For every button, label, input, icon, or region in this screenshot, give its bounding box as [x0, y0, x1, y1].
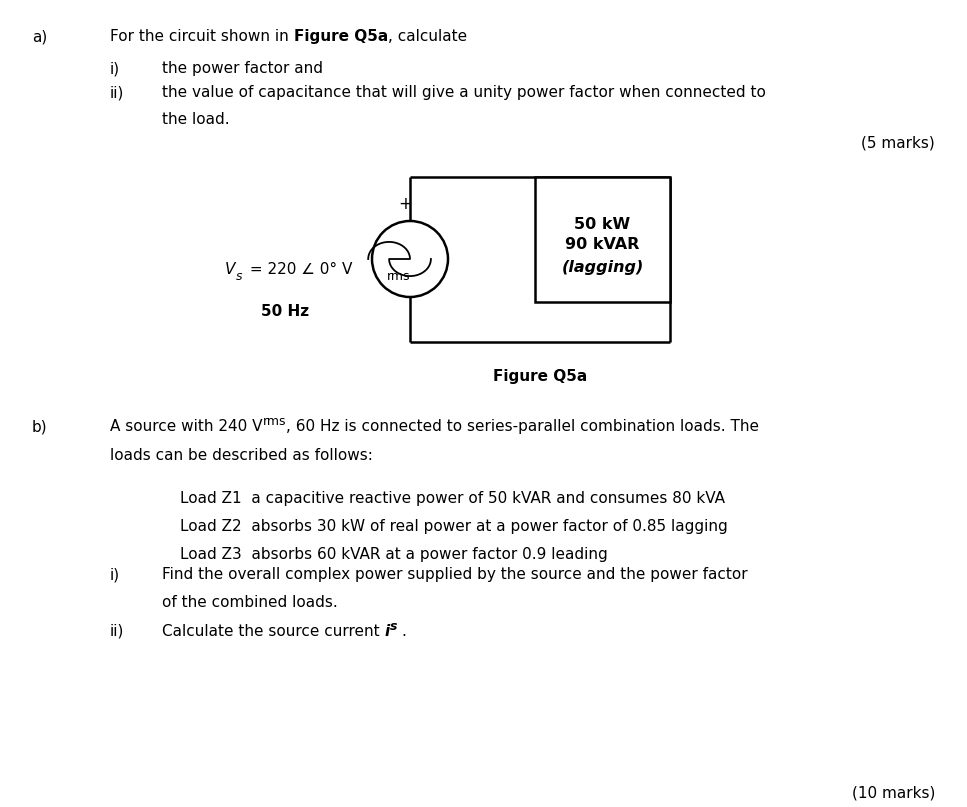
Text: = 220 ∠ 0° V: = 220 ∠ 0° V [246, 261, 353, 277]
Text: i): i) [110, 61, 120, 76]
Text: rms: rms [388, 270, 411, 282]
Text: a): a) [32, 29, 47, 44]
Text: rms: rms [262, 415, 286, 428]
Text: A source with 240 V: A source with 240 V [110, 419, 262, 434]
Text: Figure Q5a: Figure Q5a [493, 369, 587, 384]
Text: i): i) [110, 567, 120, 582]
Text: , 60 Hz is connected to series-parallel combination loads. The: , 60 Hz is connected to series-parallel … [286, 419, 759, 434]
Text: of the combined loads.: of the combined loads. [162, 595, 337, 610]
Text: s: s [235, 270, 242, 282]
Text: , calculate: , calculate [388, 29, 467, 44]
Text: Load Z3  absorbs 60 kVAR at a power factor 0.9 leading: Load Z3 absorbs 60 kVAR at a power facto… [180, 547, 607, 562]
Text: s: s [390, 620, 397, 633]
Text: i: i [385, 624, 390, 639]
Text: (5 marks): (5 marks) [862, 135, 935, 150]
Text: loads can be described as follows:: loads can be described as follows: [110, 448, 373, 463]
Text: Load Z2  absorbs 30 kW of real power at a power factor of 0.85 lagging: Load Z2 absorbs 30 kW of real power at a… [180, 519, 728, 534]
Text: .: . [401, 624, 407, 639]
Text: 50 kW: 50 kW [574, 217, 630, 232]
Text: Calculate the source current: Calculate the source current [162, 624, 385, 639]
Text: ii): ii) [110, 624, 125, 639]
Text: +: + [398, 195, 412, 213]
Text: the value of capacitance that will give a unity power factor when connected to: the value of capacitance that will give … [162, 85, 766, 100]
Text: b): b) [32, 419, 47, 434]
Text: (10 marks): (10 marks) [852, 785, 935, 800]
Bar [535, 177, 670, 302]
Text: For the circuit shown in: For the circuit shown in [110, 29, 294, 44]
Text: Figure Q5a: Figure Q5a [294, 29, 388, 44]
Text: the load.: the load. [162, 112, 229, 127]
Text: Find the overall complex power supplied by the source and the power factor: Find the overall complex power supplied … [162, 567, 747, 582]
Text: 90 kVAR: 90 kVAR [566, 237, 640, 252]
Text: ii): ii) [110, 85, 125, 100]
Text: the power factor and: the power factor and [162, 61, 323, 76]
Text: V: V [225, 261, 235, 277]
Text: Load Z1  a capacitive reactive power of 50 kVAR and consumes 80 kVA: Load Z1 a capacitive reactive power of 5… [180, 491, 725, 506]
Text: (lagging): (lagging) [561, 260, 644, 275]
Text: 50 Hz: 50 Hz [261, 303, 309, 319]
